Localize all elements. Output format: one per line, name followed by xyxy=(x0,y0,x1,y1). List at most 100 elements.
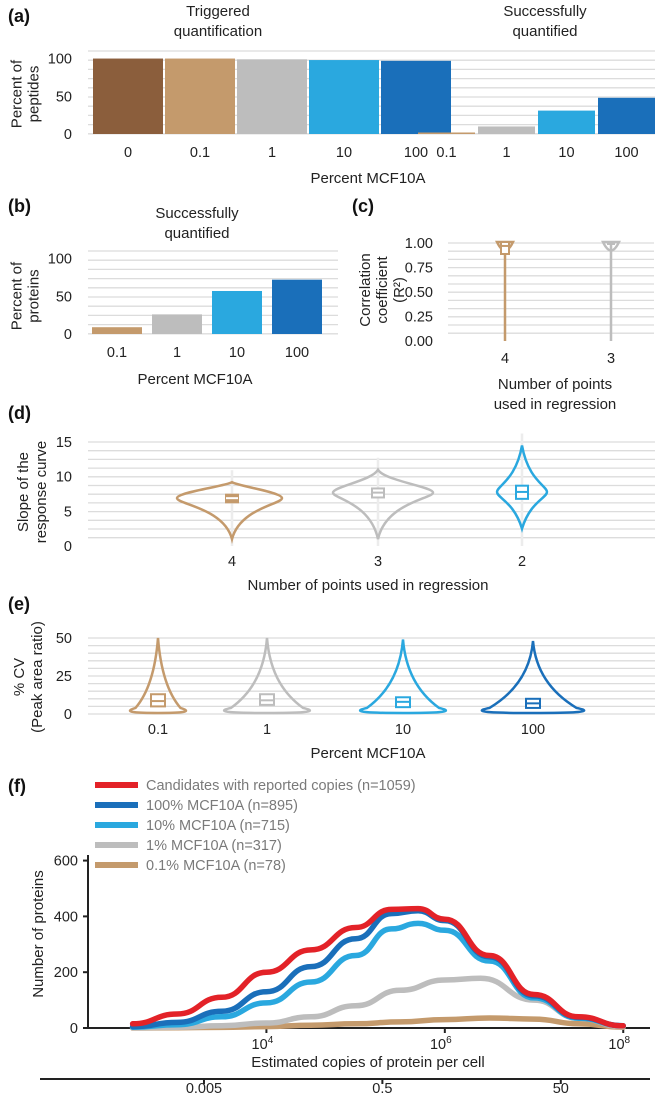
y-tick-label: 1.00 xyxy=(405,236,433,252)
legend-label: 100% MCF10A (n=895) xyxy=(146,798,298,814)
y-axis-label: Correlation coefficient (R²) xyxy=(357,253,408,326)
violin-body xyxy=(128,637,188,715)
x-tick-label: 10 xyxy=(336,145,352,161)
bar xyxy=(212,290,262,334)
y-tick-label: 0.50 xyxy=(405,285,433,301)
bar xyxy=(478,126,535,134)
x-tick-label: 0.1 xyxy=(148,722,168,738)
y-tick-label: 100 xyxy=(48,252,72,268)
y-axis-label: Percent of peptides xyxy=(9,59,43,128)
x-tick-label: 100 xyxy=(404,145,428,161)
group-title-1-line-1: quantified xyxy=(512,23,577,40)
x-tick-exponent: 6 xyxy=(446,1035,452,1046)
y-axis-label-line-0: Percent of xyxy=(9,261,26,330)
x-tick-base: 10 xyxy=(430,1037,446,1053)
y-tick-label: 400 xyxy=(54,909,78,925)
y-tick-label: 10 xyxy=(56,470,72,486)
x-tick-label: 1 xyxy=(263,722,271,738)
bar xyxy=(93,58,163,134)
panel-label-a: (a) xyxy=(8,6,30,26)
x-tick-label: 1 xyxy=(268,145,276,161)
y-tick-label: 0 xyxy=(64,707,72,723)
x-tick-label: 10 xyxy=(558,145,574,161)
y-axis-label-line-0: Percent of xyxy=(9,59,26,128)
violin-body xyxy=(601,240,621,252)
y-axis-label-line-0: % CV xyxy=(11,658,28,696)
series-line xyxy=(129,905,626,1029)
violin-body xyxy=(480,640,586,715)
group-title-1-line-0: Successfully xyxy=(503,3,587,20)
x-axis-label-line-1: used in regression xyxy=(494,396,617,413)
y-tick-label: 600 xyxy=(54,854,78,870)
legend-label: 1% MCF10A (n=317) xyxy=(146,838,282,854)
violin-body xyxy=(495,445,549,534)
group-title-0-line-1: quantification xyxy=(174,23,262,40)
x-tick-label: 10 xyxy=(229,345,245,361)
x2-tick-label: 50 xyxy=(553,1081,569,1097)
bar xyxy=(272,279,322,334)
legend-label: Candidates with reported copies (n=1059) xyxy=(146,778,416,794)
y-axis-label: % CV (Peak area ratio) xyxy=(11,621,46,733)
bar xyxy=(92,327,142,334)
x-tick-label: 3 xyxy=(374,554,382,570)
y-tick-label: 100 xyxy=(48,52,72,68)
panel-d-violin-chart: (d) 0 5 10 15 Slope of the response curve 4 3 2 Nu… xyxy=(8,403,655,594)
x-tick-label: 10 xyxy=(395,722,411,738)
x-tick-label: 0.1 xyxy=(190,145,210,161)
violin-body xyxy=(222,637,312,715)
chart-title-line-0: Successfully xyxy=(155,205,239,222)
panel-label-b: (b) xyxy=(8,196,31,216)
y-axis-label: Slope of the response curve xyxy=(15,441,50,544)
bar xyxy=(237,59,307,134)
x-tick-exponent: 8 xyxy=(625,1035,631,1046)
violin-body xyxy=(331,467,435,540)
x-tick-label: 4 xyxy=(228,554,236,570)
chart-title-line-1: quantified xyxy=(164,225,229,242)
y-tick-label: 0 xyxy=(64,327,72,343)
y-tick-label: 0 xyxy=(70,1021,78,1037)
panel-label-e: (e) xyxy=(8,594,30,614)
y-axis-label-line-2: (R²) xyxy=(391,277,408,303)
x-axis-label: Percent MCF10A xyxy=(310,745,425,762)
y-axis-label-line-1: proteins xyxy=(26,269,43,322)
y-axis-label-line-0: Correlation xyxy=(357,253,374,326)
y-tick-label: 50 xyxy=(56,289,72,305)
x-axis-label: Percent MCF10A xyxy=(310,170,425,187)
x-tick-label: 104 xyxy=(252,1035,274,1053)
y-tick-label: 0.75 xyxy=(405,261,433,277)
bar xyxy=(598,97,655,134)
x-tick-label: 1 xyxy=(173,345,181,361)
y-tick-label: 15 xyxy=(56,435,72,451)
y-tick-label: 5 xyxy=(64,504,72,520)
x-axis-label: Estimated copies of protein per cell xyxy=(251,1054,484,1071)
x-tick-label: 100 xyxy=(521,722,545,738)
y-tick-label: 0.25 xyxy=(405,310,433,326)
x-axis-label: Number of points used in regression xyxy=(248,577,489,594)
x-tick-label: 3 xyxy=(607,351,615,367)
y-tick-label: 25 xyxy=(56,669,72,685)
x2-tick-label: 0.5 xyxy=(372,1081,392,1097)
x-tick-label: 100 xyxy=(614,145,638,161)
y-tick-label: 0.00 xyxy=(405,334,433,350)
y-axis-label-line-1: coefficient xyxy=(374,256,391,324)
panel-label-c: (c) xyxy=(352,196,374,216)
x-tick-label: 0 xyxy=(124,145,132,161)
panel-b-bar-chart: (b) 0 50 100 Percent of proteins Successfully q… xyxy=(8,196,338,388)
y-axis-label: Number of proteins xyxy=(30,870,47,998)
bar xyxy=(538,110,595,134)
panel-label-f: (f) xyxy=(8,776,26,796)
panel-e-violin-chart: (e) 0 25 50 % CV (Peak area ratio) 0.1 1 10 100 Pe… xyxy=(8,594,655,762)
x-tick-base: 10 xyxy=(252,1037,268,1053)
violin-body xyxy=(175,480,284,545)
legend-label: 10% MCF10A (n=715) xyxy=(146,818,290,834)
x-tick-label: 100 xyxy=(285,345,309,361)
x-tick-label: 2 xyxy=(518,554,526,570)
violin-body xyxy=(358,639,448,715)
y-axis-label-line-0: Slope of the xyxy=(15,452,32,532)
x-tick-label: 1 xyxy=(502,145,510,161)
y-axis-label-line-1: peptides xyxy=(26,66,43,123)
series-line xyxy=(129,908,626,1030)
